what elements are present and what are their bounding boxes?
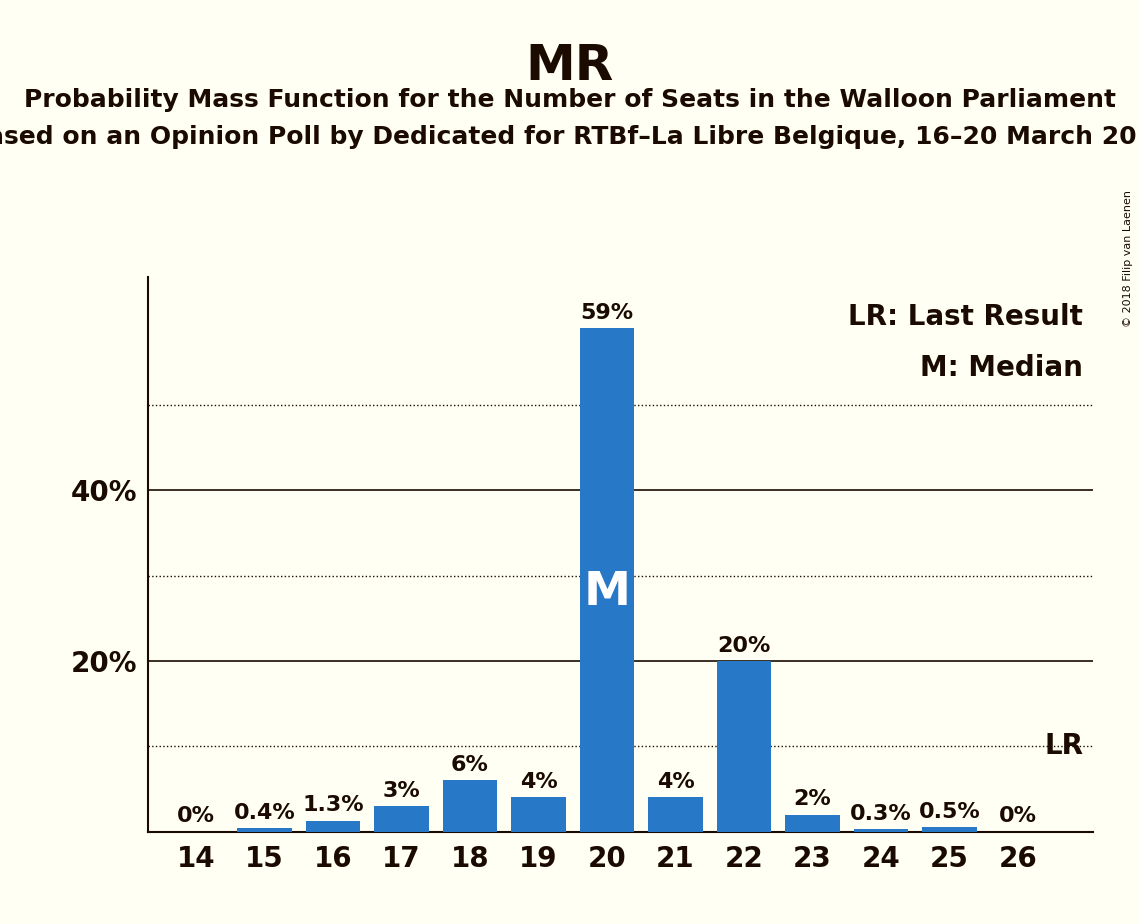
Text: 0.4%: 0.4%: [233, 803, 295, 823]
Text: 0%: 0%: [177, 807, 215, 826]
Bar: [853, 829, 909, 832]
Text: Based on an Opinion Poll by Dedicated for RTBf–La Libre Belgique, 16–20 March 20: Based on an Opinion Poll by Dedicated fo…: [0, 125, 1139, 149]
Bar: [305, 821, 360, 832]
Bar: [374, 806, 429, 832]
Text: 2%: 2%: [794, 789, 831, 809]
Text: 20%: 20%: [718, 636, 771, 656]
Bar: [785, 815, 839, 832]
Text: 4%: 4%: [657, 772, 695, 793]
Bar: [237, 828, 292, 832]
Bar: [580, 328, 634, 832]
Text: MR: MR: [525, 42, 614, 90]
Text: 3%: 3%: [383, 781, 420, 801]
Text: M: M: [583, 570, 631, 615]
Text: M: Median: M: Median: [920, 354, 1083, 382]
Text: Probability Mass Function for the Number of Seats in the Walloon Parliament: Probability Mass Function for the Number…: [24, 88, 1115, 112]
Text: 4%: 4%: [519, 772, 557, 793]
Bar: [511, 797, 566, 832]
Bar: [443, 781, 498, 832]
Text: 6%: 6%: [451, 755, 489, 775]
Text: LR: Last Result: LR: Last Result: [849, 303, 1083, 331]
Text: LR: LR: [1044, 733, 1083, 760]
Text: 0.5%: 0.5%: [919, 802, 981, 822]
Text: © 2018 Filip van Laenen: © 2018 Filip van Laenen: [1123, 190, 1133, 327]
Text: 59%: 59%: [581, 303, 633, 323]
Text: 1.3%: 1.3%: [302, 796, 363, 815]
Text: 0.3%: 0.3%: [850, 804, 912, 824]
Bar: [716, 661, 771, 832]
Text: 0%: 0%: [999, 807, 1038, 826]
Bar: [648, 797, 703, 832]
Bar: [923, 827, 977, 832]
